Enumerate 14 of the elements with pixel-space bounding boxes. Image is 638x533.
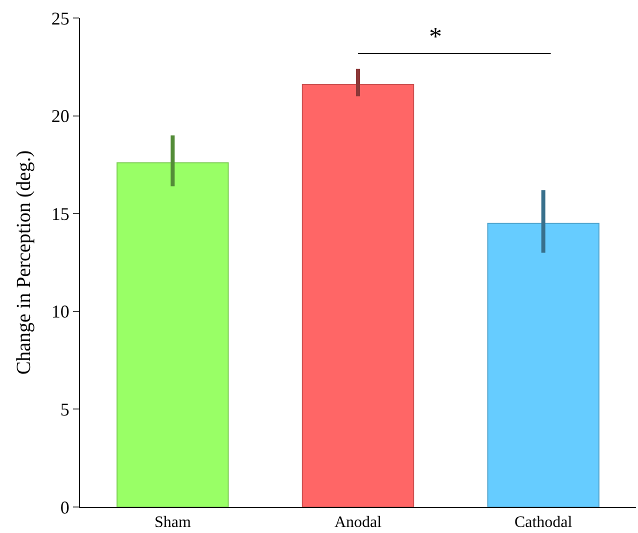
y-tick-label: 5 <box>60 400 70 420</box>
x-tick-label: Cathodal <box>514 514 573 532</box>
y-tick-label: 25 <box>51 8 70 28</box>
y-tick-label: 0 <box>60 497 70 518</box>
y-tick-label: 15 <box>51 204 70 224</box>
x-tick-label: Anodal <box>334 514 382 532</box>
x-tick-label: Sham <box>154 514 192 532</box>
bar <box>487 222 600 507</box>
bar <box>302 84 414 507</box>
bar <box>116 162 229 507</box>
annotation: * <box>429 22 442 51</box>
y-axis-title: Change in Perception (deg.) <box>12 150 35 375</box>
y-tick-label: 20 <box>51 106 70 126</box>
y-tick-label: 10 <box>51 302 70 322</box>
